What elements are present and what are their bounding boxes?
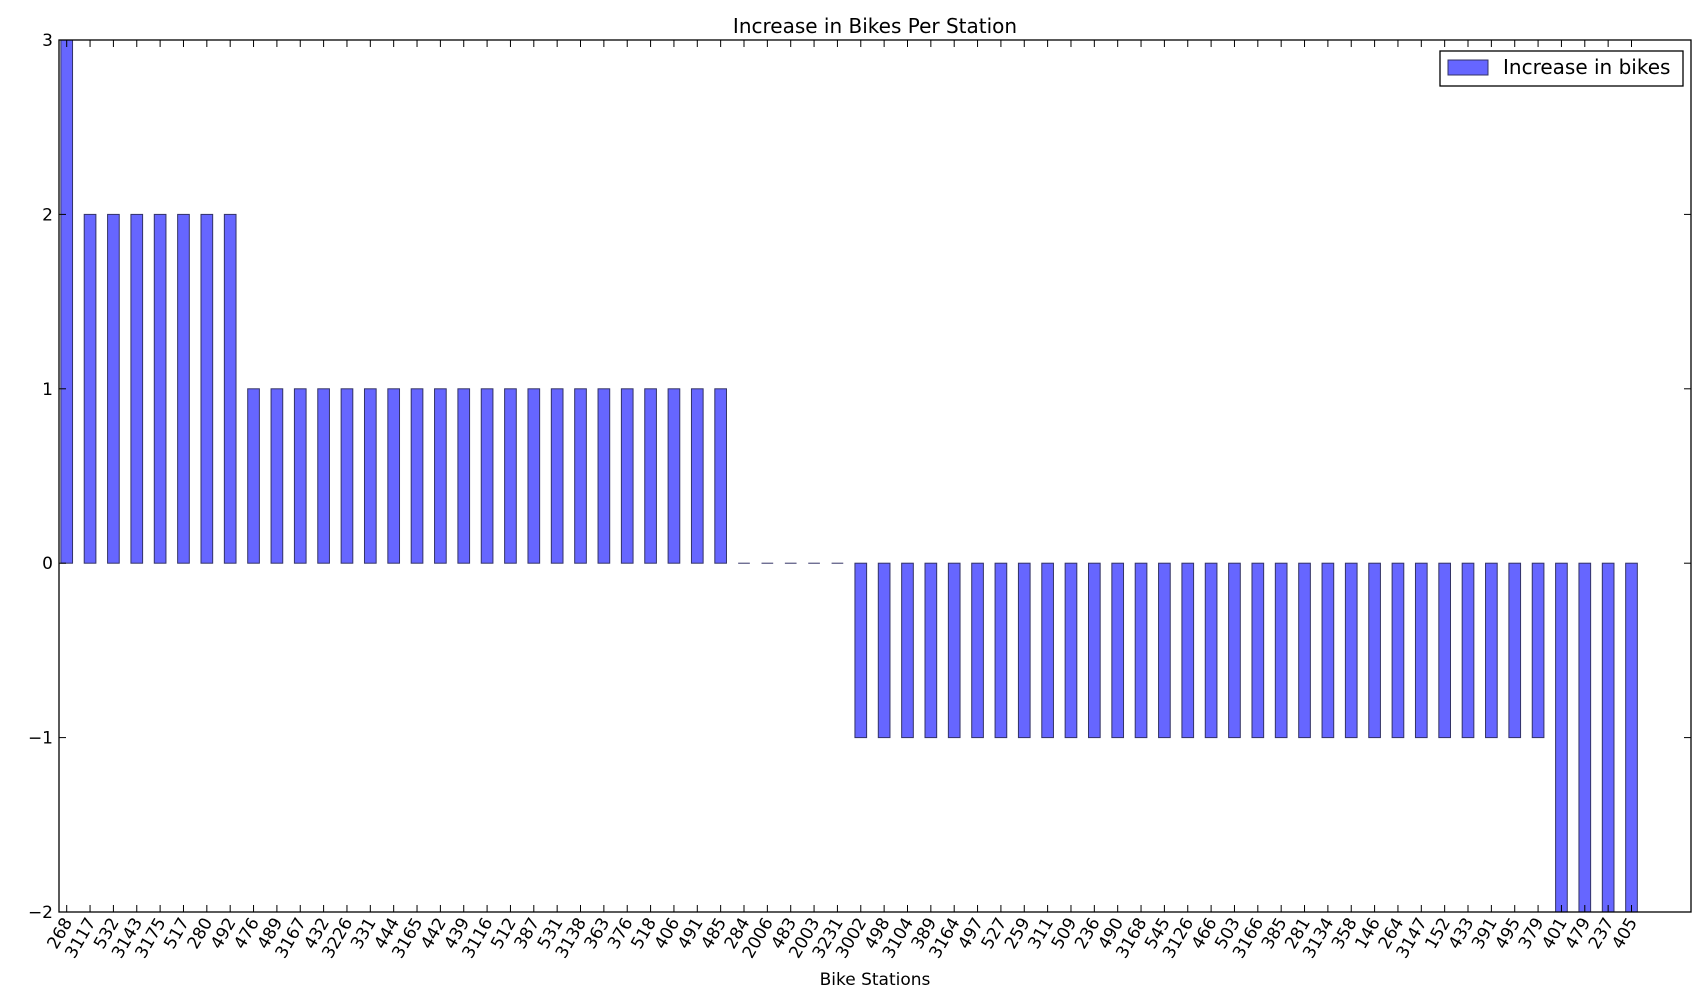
bar [1368, 562, 1381, 739]
legend-swatch [1447, 59, 1489, 76]
bar [153, 213, 167, 564]
bar [947, 562, 961, 739]
y-tick-label: 3 [42, 31, 53, 51]
bar [200, 213, 214, 564]
bar [1111, 562, 1125, 739]
x-tick-label: 405 [1608, 915, 1642, 953]
y-tick-label: 2 [42, 205, 53, 225]
bar [340, 388, 354, 564]
bar [550, 388, 564, 564]
y-tick-label: 1 [42, 380, 53, 400]
bar [410, 388, 424, 564]
bar [387, 388, 401, 564]
bar [1274, 562, 1288, 739]
bar [457, 388, 471, 564]
bar [1064, 562, 1078, 739]
bar [1414, 562, 1428, 739]
bar [574, 388, 587, 564]
bar [317, 388, 330, 564]
bar [924, 562, 938, 739]
bar [901, 562, 914, 739]
bar [1438, 562, 1451, 739]
bar [1625, 562, 1638, 913]
bar [667, 388, 681, 564]
bar [270, 388, 284, 564]
bar [1298, 562, 1311, 739]
bar [1601, 562, 1615, 913]
legend: Increase in bikes [1439, 50, 1684, 87]
bar [83, 213, 97, 564]
bar [107, 213, 120, 564]
y-tick-label: −1 [28, 729, 53, 749]
bar [690, 388, 704, 564]
ticks-layer: 3210−1−226831175323143317551728049247648… [28, 31, 1691, 962]
bar [247, 388, 260, 564]
bar [714, 388, 727, 564]
bar [1578, 562, 1592, 913]
bar [527, 388, 541, 564]
plot-frame [58, 39, 1692, 913]
bar [877, 562, 891, 739]
y-tick-label: −2 [28, 903, 53, 923]
bar [1321, 562, 1335, 739]
bar [994, 562, 1008, 739]
bar [60, 39, 74, 564]
bar [1158, 562, 1171, 739]
bar [1485, 562, 1498, 739]
bar [854, 562, 868, 739]
bars-layer [60, 39, 1638, 913]
bar [1251, 562, 1265, 739]
bar [363, 388, 377, 564]
bar [597, 388, 611, 564]
legend-label: Increase in bikes [1503, 55, 1670, 79]
bar [644, 388, 657, 564]
bar [504, 388, 517, 564]
bar [1531, 562, 1545, 739]
bar [1555, 562, 1568, 913]
bar [1087, 562, 1101, 739]
bar [480, 388, 494, 564]
y-tick-label: 0 [42, 554, 53, 574]
bar [223, 213, 237, 564]
bar [293, 388, 307, 564]
x-axis-title: Bike Stations [820, 970, 931, 990]
bar [1461, 562, 1475, 739]
bar [1017, 562, 1031, 739]
bar [1134, 562, 1148, 739]
bar [434, 388, 447, 564]
bar [177, 213, 190, 564]
chart-title: Increase in Bikes Per Station [733, 14, 1017, 38]
bar [1391, 562, 1405, 739]
bar [971, 562, 984, 739]
bar [1344, 562, 1358, 739]
bar [1508, 562, 1522, 739]
bar [620, 388, 634, 564]
bar [1041, 562, 1054, 739]
bar [130, 213, 144, 564]
bar [1181, 562, 1195, 739]
bar [1204, 562, 1218, 739]
bar [1228, 562, 1241, 739]
